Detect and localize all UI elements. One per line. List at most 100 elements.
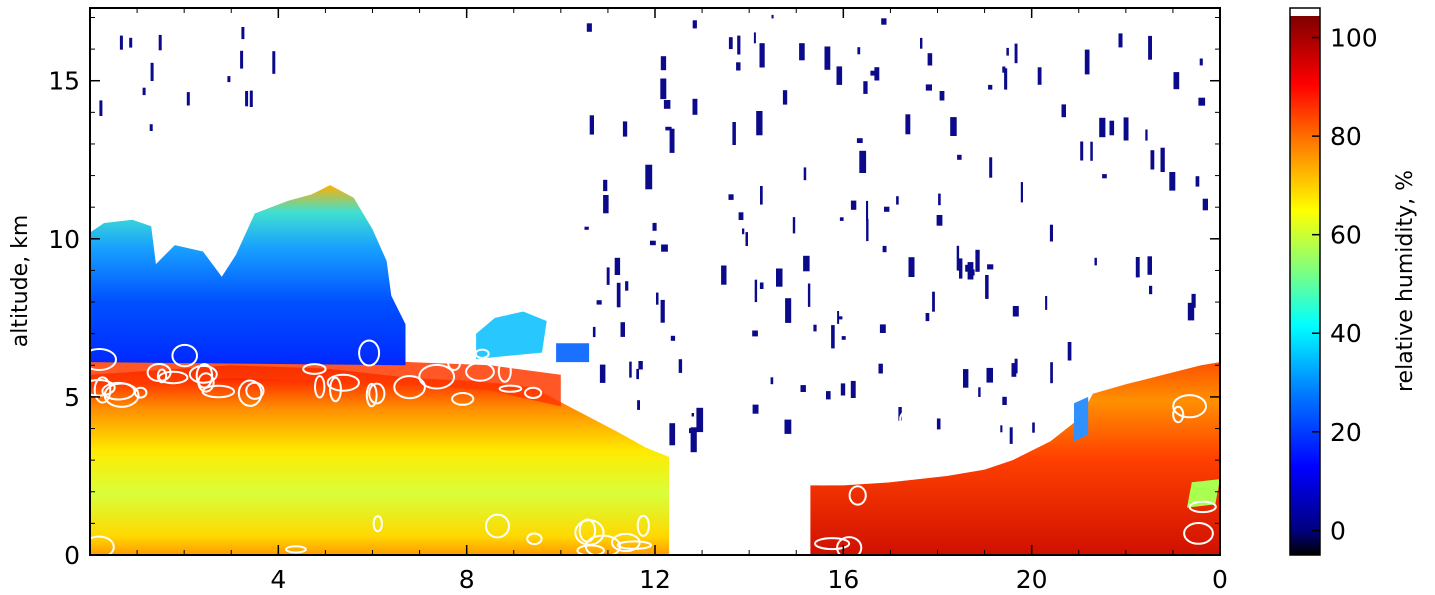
saturation-contour — [524, 386, 543, 399]
dry-speck — [660, 299, 665, 323]
dry-speck — [936, 418, 941, 430]
dry-speck — [1002, 66, 1006, 73]
y-tick-label: 10 — [48, 225, 80, 254]
dry-speck — [1012, 306, 1019, 317]
saturation-contour — [465, 361, 495, 382]
dry-speck — [856, 138, 863, 143]
dry-speck — [792, 217, 796, 234]
dry-speck — [975, 249, 980, 272]
saturation-contour — [393, 375, 426, 400]
saturation-contour — [81, 348, 118, 371]
saturation-contour — [171, 343, 198, 368]
colorbar-tick-label: 80 — [1330, 122, 1362, 151]
saturation-contour — [451, 392, 475, 406]
saturation-contour — [83, 535, 115, 559]
dry-speck — [1135, 257, 1140, 278]
dry-speck — [859, 150, 867, 173]
patch-right-low — [1187, 479, 1220, 508]
dry-speck — [142, 87, 146, 96]
x-tick-label: 20 — [1016, 565, 1048, 594]
dry-speck — [1090, 141, 1093, 161]
dry-speck — [1202, 198, 1208, 211]
saturation-contour — [158, 370, 189, 385]
dry-speck — [932, 291, 935, 312]
dry-speck — [959, 258, 963, 279]
dry-speck — [742, 228, 745, 235]
dry-speck — [603, 195, 609, 214]
colorbar-tick-label: 40 — [1330, 319, 1362, 348]
x-tick-label: 0 — [1212, 565, 1228, 594]
dry-speck — [803, 255, 810, 272]
dry-speck — [831, 325, 835, 349]
patch-mid-level — [476, 311, 547, 359]
saturation-contour — [848, 485, 867, 506]
dry-speck — [1084, 49, 1090, 75]
dry-speck — [837, 316, 843, 320]
dry-speck — [866, 218, 869, 242]
colorbar-ticks: 0 20 40 60 80 100 — [1312, 24, 1378, 545]
dry-speck — [650, 240, 656, 246]
patch-mid-level — [556, 343, 590, 363]
dry-speck — [1067, 342, 1072, 361]
dry-speck — [1148, 35, 1152, 60]
dry-speck — [800, 385, 806, 392]
dry-speck — [987, 264, 994, 270]
dry-speck — [99, 100, 103, 116]
dry-speck — [986, 367, 993, 383]
saturation-contour — [101, 381, 136, 401]
saturation-contour — [1172, 405, 1185, 424]
saturation-contour — [326, 373, 360, 392]
saturation-contour — [611, 532, 641, 553]
dry-speck — [826, 391, 831, 400]
dry-speck — [989, 157, 993, 178]
saturation-contour — [1188, 500, 1217, 514]
dry-speck — [759, 43, 765, 68]
dry-speck — [656, 292, 659, 305]
dry-speck — [840, 383, 846, 396]
dry-speck — [807, 283, 811, 307]
saturation-contour — [899, 407, 928, 431]
dry-speck — [661, 244, 668, 252]
dry-speck — [803, 167, 807, 181]
dry-speck — [629, 361, 632, 378]
dry-speck — [1160, 147, 1165, 172]
dry-speck — [692, 20, 697, 29]
saturation-contour — [836, 536, 863, 560]
dry-speck — [1080, 141, 1084, 161]
dry-speck — [690, 427, 697, 453]
saturation-contour — [497, 359, 512, 383]
dry-speck — [669, 128, 675, 153]
dry-speck — [1109, 120, 1115, 136]
dry-speck — [925, 84, 932, 91]
dry-speck — [599, 364, 606, 383]
dry-speck — [603, 179, 608, 192]
dry-speck — [149, 124, 153, 131]
dry-speck — [759, 282, 764, 289]
dry-speck — [1147, 256, 1152, 275]
dry-speck — [1102, 174, 1107, 179]
dry-speck — [753, 32, 756, 44]
dry-speck — [813, 324, 817, 332]
colorbar-tick-label: 0 — [1330, 516, 1346, 545]
dry-speck — [728, 194, 734, 200]
dry-speck — [884, 206, 890, 212]
dry-speck — [978, 387, 981, 397]
dry-speck — [1014, 43, 1018, 64]
saturation-contour — [498, 384, 523, 393]
dry-speck — [1123, 117, 1129, 141]
y-tick-label: 0 — [64, 541, 80, 570]
dry-speck — [957, 154, 962, 160]
dry-speck — [841, 336, 846, 340]
dry-speck — [696, 407, 704, 433]
dry-speck — [158, 34, 162, 51]
dry-speck — [1050, 362, 1053, 384]
dry-speck — [745, 232, 748, 246]
dry-speck — [241, 27, 245, 40]
dry-speck — [770, 377, 774, 385]
saturation-contour — [201, 384, 236, 399]
dry-speck — [620, 322, 625, 337]
dry-speck — [839, 217, 844, 221]
saturation-contour — [1183, 522, 1214, 545]
dry-speck — [936, 215, 943, 226]
